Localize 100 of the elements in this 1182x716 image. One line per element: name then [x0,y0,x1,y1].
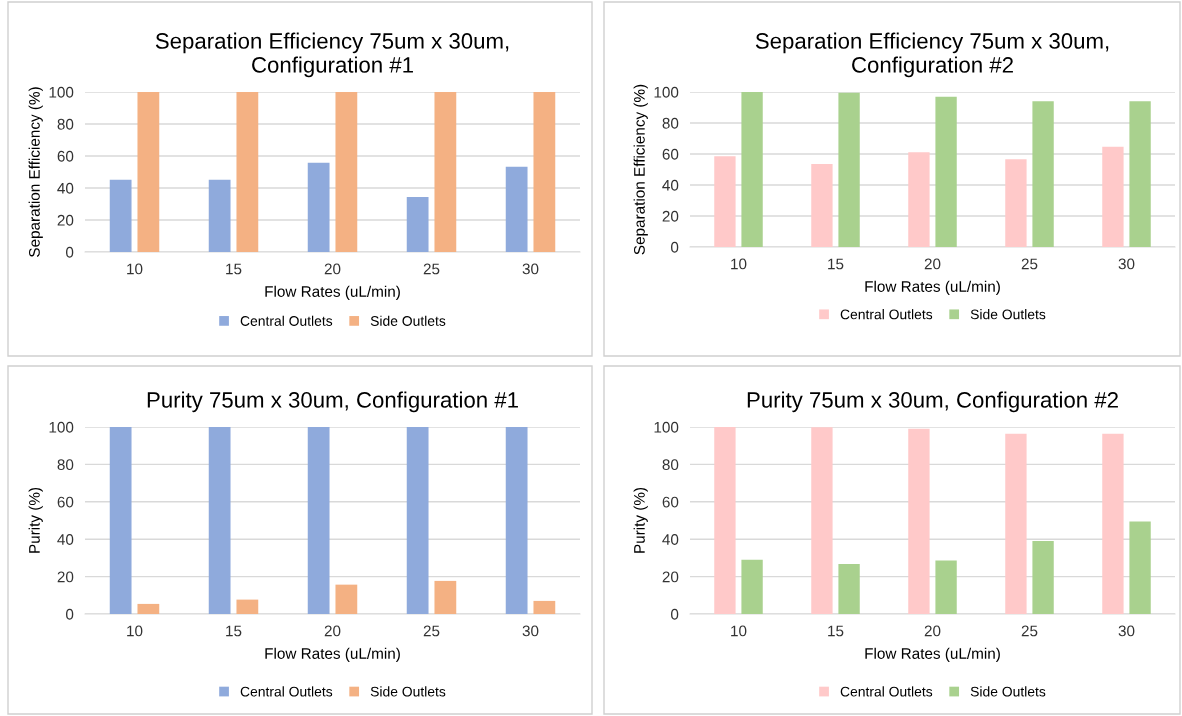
x-tick-label: 25 [1021,625,1038,637]
y-tick-label: 0 [65,246,74,258]
y-axis-title: Separation Efficiency (%) [633,84,648,255]
y-tick-label: 60 [57,496,74,508]
bar [505,166,528,252]
bar [406,427,429,614]
bar [1102,433,1124,614]
y-tick-label: 80 [57,459,74,471]
bar [208,179,231,252]
y-tick-label: 100 [49,421,74,433]
bar [533,600,556,614]
bar [908,152,930,247]
y-tick-label: 20 [662,571,679,583]
x-axis-title: Flow Rates (uL/min) [265,647,400,662]
bar [741,92,763,247]
x-tick-label: 30 [1118,625,1135,637]
chart-title: Separation Efficiency 75um x 30um, Configuration #2 [755,32,1109,78]
y-tick-label: 0 [670,241,679,253]
x-tick-label: 15 [828,625,844,637]
chart-title: Purity 75um x 30um, Configuration #1 [147,391,518,413]
bar [406,196,429,252]
y-tick-label: 60 [662,496,679,508]
legend-label: Side Outlets [970,686,1046,697]
x-axis-title: Flow Rates (uL/min) [865,647,1000,662]
legend-label: Central Outlets [840,309,933,320]
legend-label: Central Outlets [840,686,933,697]
bar [935,560,957,614]
bar [109,179,132,252]
bar [1129,521,1151,614]
legend-label: Side Outlets [970,309,1046,320]
x-tick-label: 20 [324,625,341,637]
y-tick-label: 0 [65,608,74,620]
y-tick-label: 60 [662,148,679,160]
chart-title: Separation Efficiency 75um x 30um, Configuration #1 [155,32,509,78]
y-tick-label: 60 [57,150,74,162]
x-tick-label: 20 [924,258,941,270]
x-tick-label: 20 [324,263,341,275]
x-tick-label: 30 [1118,258,1135,270]
bar [236,599,259,614]
bar [109,427,132,614]
bar [307,427,330,614]
bar [714,156,736,247]
bar [811,427,833,614]
y-tick-label: 100 [654,86,679,98]
x-tick-label: 10 [731,258,747,270]
bar [1032,101,1054,247]
chart-title: Purity 75um x 30um, Configuration #2 [747,391,1118,413]
y-tick-label: 80 [662,117,679,129]
bar [741,559,763,614]
y-tick-label: 80 [57,118,74,130]
bar [838,564,860,614]
y-tick-label: 40 [662,534,679,545]
x-tick-label: 10 [127,625,143,637]
bar [1005,159,1027,247]
bar [335,584,358,614]
y-axis-title: Purity (%) [28,487,43,553]
x-tick-label: 20 [924,625,941,637]
bar [935,96,957,247]
y-tick-label: 40 [57,182,74,194]
x-tick-label: 30 [522,625,539,637]
bar [714,427,736,614]
y-axis-title: Purity (%) [633,487,648,553]
bar [908,428,930,614]
bar [137,603,160,614]
bar [811,163,833,247]
x-tick-label: 10 [127,263,143,275]
legend-label: Central Outlets [240,315,333,326]
y-tick-label: 80 [662,459,679,471]
y-tick-label: 20 [57,571,74,583]
legend-label: Central Outlets [240,686,333,697]
y-tick-label: 40 [662,179,679,191]
bar [1102,146,1124,247]
bar [1129,101,1151,247]
y-tick-label: 20 [662,210,679,222]
legend-label: Side Outlets [370,686,446,697]
bar [434,580,457,614]
x-axis-title: Flow Rates (uL/min) [265,285,400,300]
legend-label: Side Outlets [370,315,446,326]
y-axis-title: Separation Efficiency (%) [28,87,43,257]
bar [434,92,457,252]
bar [1005,433,1027,614]
x-tick-label: 15 [226,625,242,637]
x-tick-label: 25 [423,625,440,637]
y-tick-label: 20 [57,214,74,226]
x-tick-label: 25 [423,263,440,275]
bar [505,427,528,614]
x-axis-title: Flow Rates (uL/min) [865,280,1000,295]
x-tick-label: 25 [1021,258,1038,270]
bar [1032,540,1054,614]
x-tick-label: 30 [522,263,539,275]
bar [335,92,358,252]
bar [307,162,330,252]
bar [236,92,259,252]
y-tick-label: 0 [670,608,679,620]
y-tick-label: 40 [57,534,74,545]
x-tick-label: 15 [226,263,242,275]
bar [838,92,860,247]
bar [208,427,231,614]
bar [533,92,556,252]
x-tick-label: 10 [731,625,747,637]
